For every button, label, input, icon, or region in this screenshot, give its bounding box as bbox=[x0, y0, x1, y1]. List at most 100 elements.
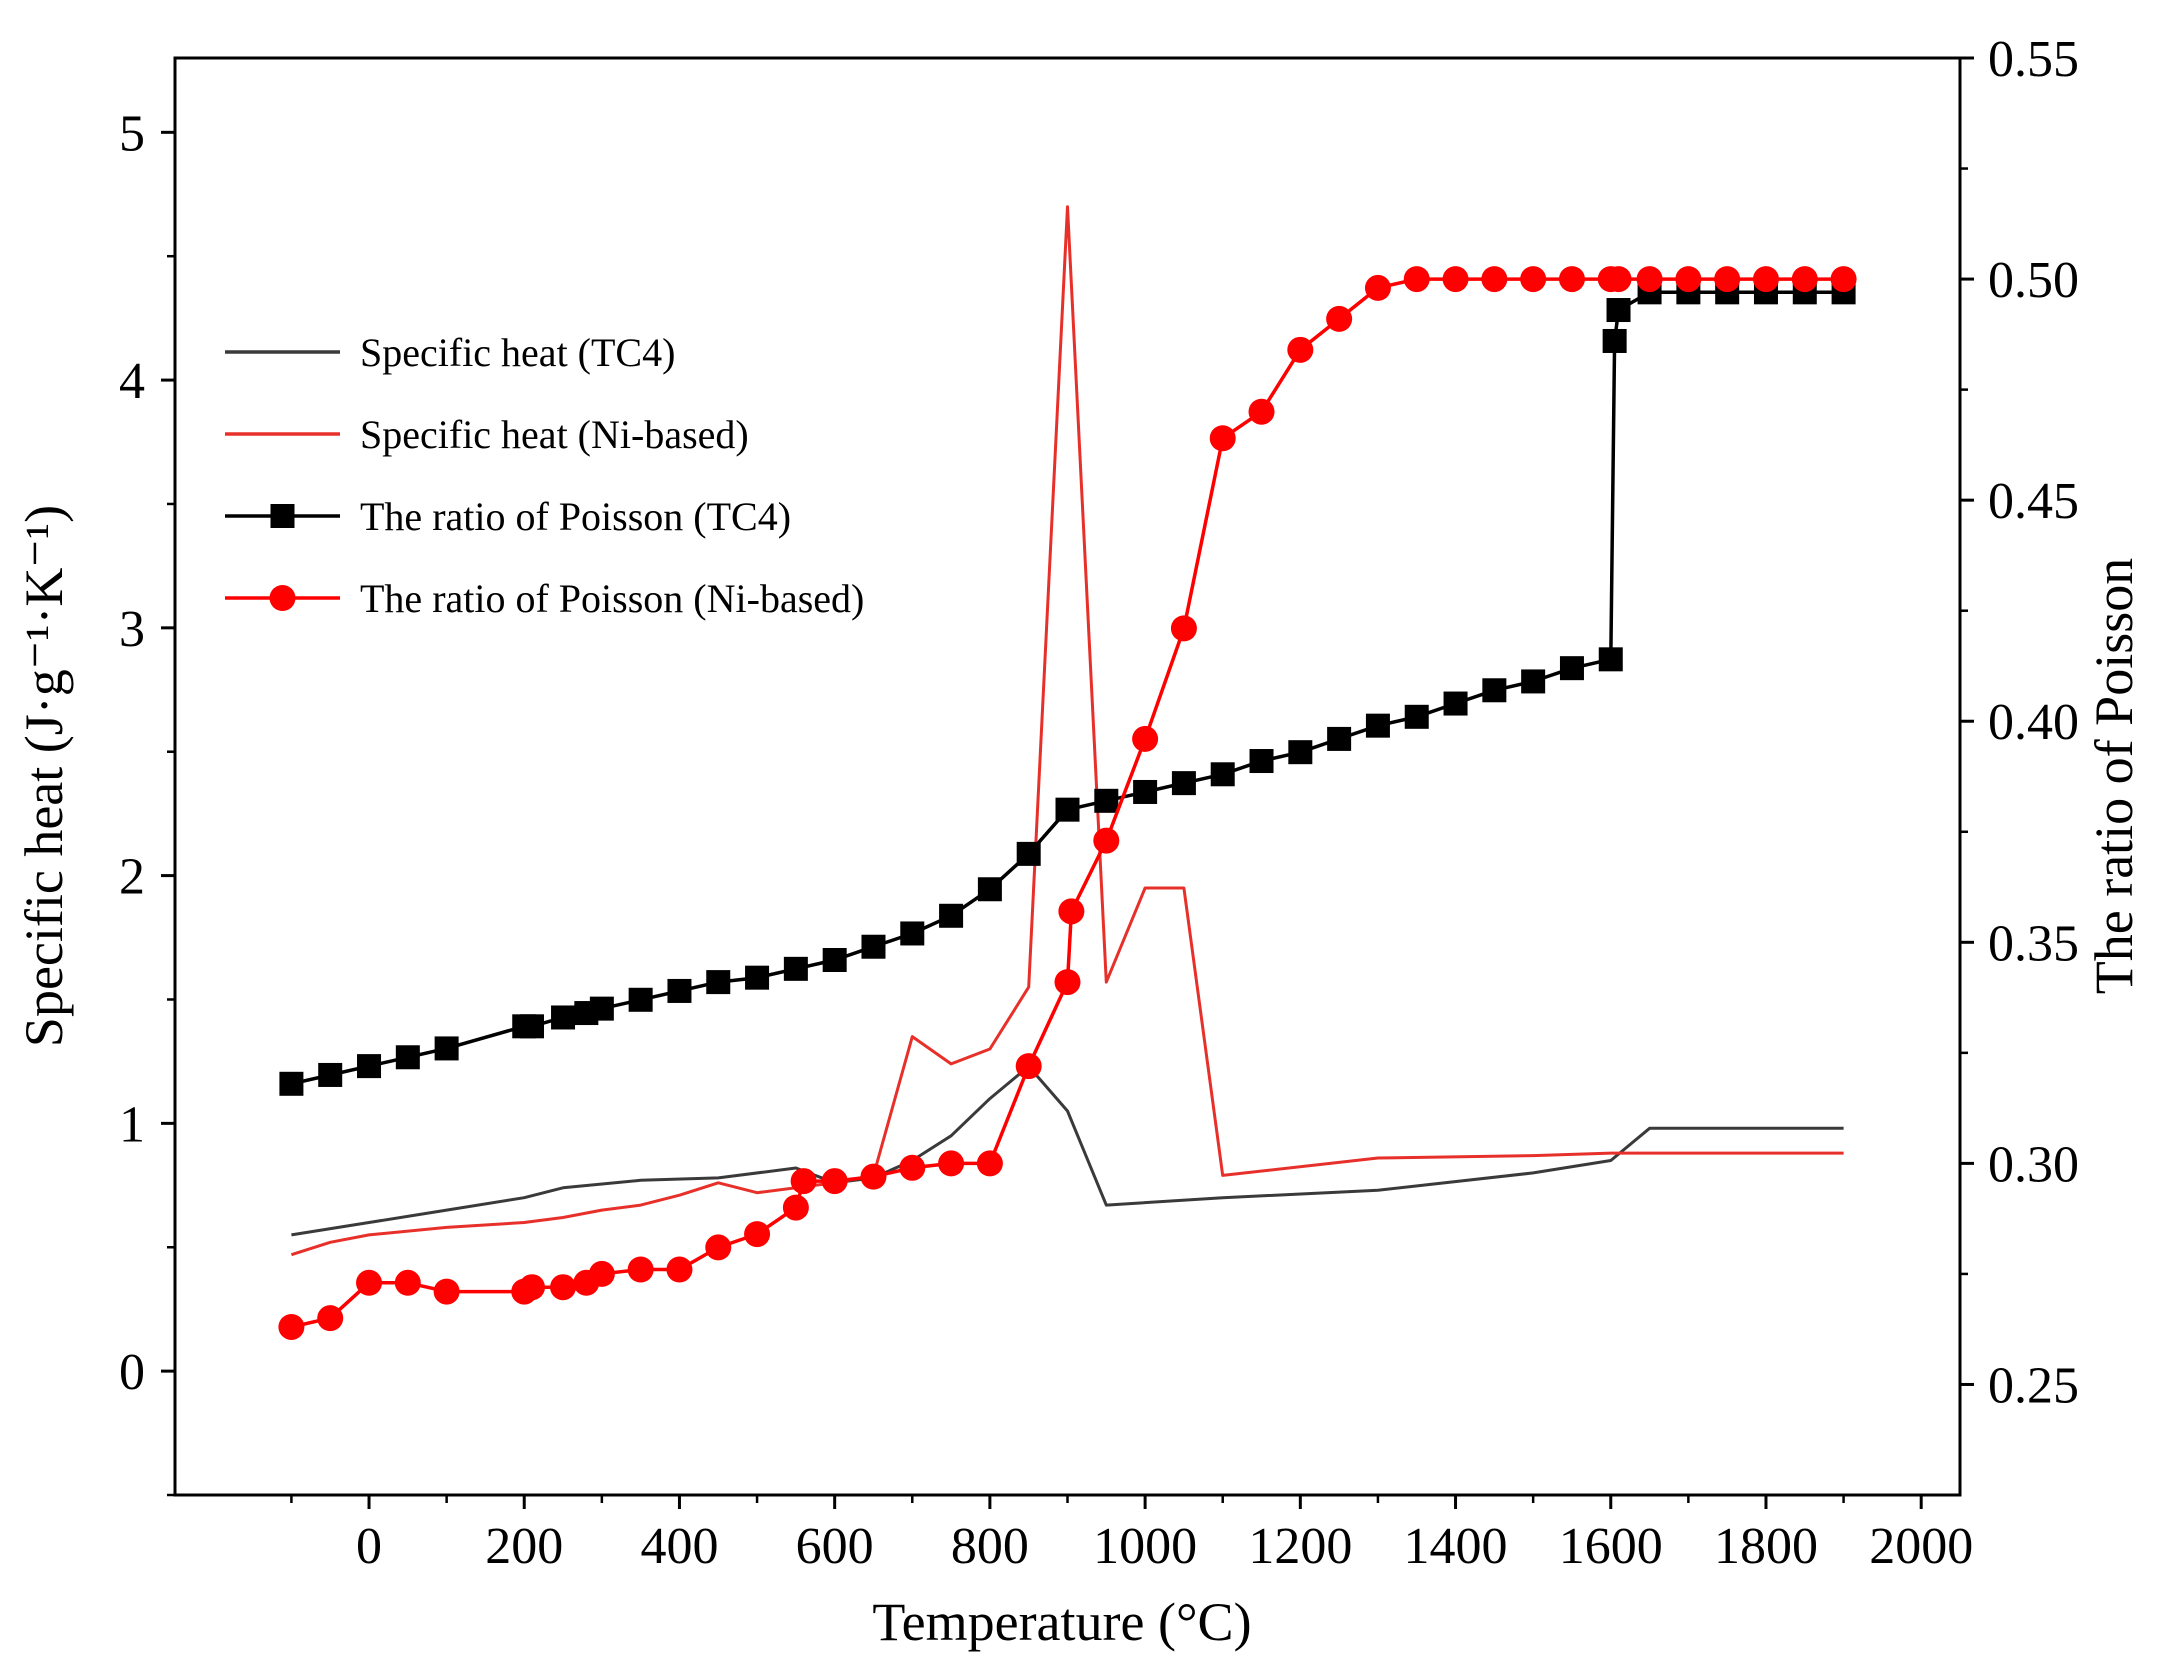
legend: Specific heat (TC4) Specific heat (Ni-bas… bbox=[225, 330, 864, 621]
series-line bbox=[291, 1064, 1844, 1237]
ticks: 0 200 400 600 800 1000 1200 1400 1600 1800 2000 0 1 2… bbox=[119, 31, 2079, 1575]
data-point bbox=[705, 1234, 732, 1261]
legend-item: The ratio of Poisson (TC4) bbox=[225, 494, 791, 539]
series-layer bbox=[278, 205, 1857, 1340]
data-point bbox=[1606, 298, 1631, 323]
series-3 bbox=[279, 280, 1856, 1096]
legend-marker bbox=[270, 504, 295, 528]
y-axis-left-title: Specific heat (J·g⁻¹·K⁻¹) bbox=[14, 505, 74, 1047]
data-point bbox=[938, 1150, 965, 1177]
y-left-tick-label: 3 bbox=[119, 601, 145, 658]
data-point bbox=[744, 1221, 771, 1248]
data-point bbox=[782, 1194, 809, 1221]
y-left-tick-label: 5 bbox=[119, 105, 145, 162]
data-point bbox=[1327, 726, 1352, 751]
data-point bbox=[1287, 336, 1314, 363]
y-right-tick-label: 0.35 bbox=[1988, 915, 2079, 972]
data-point bbox=[1055, 797, 1080, 822]
series-1 bbox=[291, 1064, 1844, 1237]
data-point bbox=[860, 1163, 887, 1190]
data-point bbox=[1132, 725, 1159, 752]
legend-label: Specific heat (Ni-based) bbox=[360, 412, 749, 457]
x-tick-label: 1600 bbox=[1559, 1518, 1663, 1575]
data-point bbox=[279, 1071, 304, 1096]
data-point bbox=[520, 1014, 544, 1039]
data-point bbox=[821, 1168, 848, 1195]
data-point bbox=[318, 1062, 343, 1087]
data-point bbox=[822, 947, 847, 972]
data-point bbox=[278, 1313, 305, 1340]
data-point bbox=[1482, 678, 1507, 703]
x-tick-label: 1400 bbox=[1404, 1518, 1508, 1575]
data-point bbox=[1558, 266, 1585, 293]
y-axis-right-title: The ratio of Poisson bbox=[2084, 558, 2144, 994]
x-tick-label: 400 bbox=[640, 1518, 718, 1575]
data-point bbox=[550, 1274, 577, 1301]
y-left-tick-label: 1 bbox=[119, 1096, 145, 1153]
data-point bbox=[1605, 266, 1632, 293]
data-point bbox=[1248, 398, 1275, 425]
data-point bbox=[1016, 841, 1041, 866]
data-point bbox=[783, 956, 808, 981]
data-point bbox=[433, 1278, 460, 1305]
data-point bbox=[1054, 969, 1081, 996]
legend-item: The ratio of Poisson (Ni-based) bbox=[225, 576, 864, 621]
data-point bbox=[627, 1256, 654, 1283]
y-left-tick-label: 0 bbox=[119, 1344, 145, 1401]
y-right-tick-label: 0.50 bbox=[1988, 252, 2079, 309]
x-axis-title: Temperature (°C) bbox=[872, 1592, 1251, 1652]
y-right-tick-label: 0.40 bbox=[1988, 694, 2079, 751]
data-point bbox=[1559, 656, 1584, 681]
data-point bbox=[1598, 647, 1623, 672]
x-tick-label: 1200 bbox=[1248, 1518, 1352, 1575]
data-point bbox=[1093, 827, 1120, 854]
data-point bbox=[357, 1054, 382, 1079]
data-point bbox=[861, 934, 886, 959]
data-point bbox=[1171, 771, 1196, 796]
data-point bbox=[356, 1269, 383, 1296]
x-tick-label: 1000 bbox=[1093, 1518, 1197, 1575]
data-point bbox=[1752, 266, 1779, 293]
data-point bbox=[1249, 749, 1274, 774]
data-point bbox=[1133, 779, 1158, 804]
legend-label: The ratio of Poisson (TC4) bbox=[360, 494, 791, 539]
data-point bbox=[1791, 266, 1818, 293]
data-point bbox=[900, 921, 925, 946]
data-point bbox=[588, 1260, 615, 1287]
legend-item: Specific heat (TC4) bbox=[225, 330, 675, 375]
data-point bbox=[551, 1005, 576, 1030]
data-point bbox=[1521, 669, 1546, 694]
data-point bbox=[1209, 425, 1236, 452]
x-tick-label: 600 bbox=[796, 1518, 874, 1575]
data-point bbox=[519, 1274, 545, 1301]
legend-item: Specific heat (Ni-based) bbox=[225, 412, 749, 457]
data-point bbox=[939, 903, 964, 928]
x-tick-label: 200 bbox=[485, 1518, 563, 1575]
data-point bbox=[1714, 266, 1741, 293]
data-point bbox=[589, 996, 614, 1021]
y-right-tick-label: 0.30 bbox=[1988, 1136, 2079, 1193]
data-point bbox=[666, 1256, 693, 1283]
x-tick-label: 800 bbox=[951, 1518, 1029, 1575]
x-tick-label: 1800 bbox=[1714, 1518, 1818, 1575]
data-point bbox=[976, 1150, 1003, 1177]
x-tick-label: 0 bbox=[356, 1518, 382, 1575]
data-point bbox=[1520, 266, 1547, 293]
data-point bbox=[1443, 691, 1468, 716]
data-point bbox=[1442, 266, 1469, 293]
data-point bbox=[1365, 713, 1390, 738]
data-point bbox=[1602, 328, 1627, 353]
data-point bbox=[1288, 740, 1313, 765]
data-point bbox=[1015, 1053, 1042, 1080]
y-right-tick-label: 0.55 bbox=[1988, 31, 2079, 88]
data-point bbox=[394, 1269, 421, 1296]
data-point bbox=[706, 970, 731, 995]
legend-label: The ratio of Poisson (Ni-based) bbox=[360, 576, 864, 621]
data-point bbox=[1481, 266, 1508, 293]
data-point bbox=[1830, 266, 1857, 293]
data-point bbox=[667, 978, 692, 1003]
data-point bbox=[1326, 305, 1353, 332]
legend-marker bbox=[269, 585, 296, 611]
series-4 bbox=[278, 266, 1857, 1340]
